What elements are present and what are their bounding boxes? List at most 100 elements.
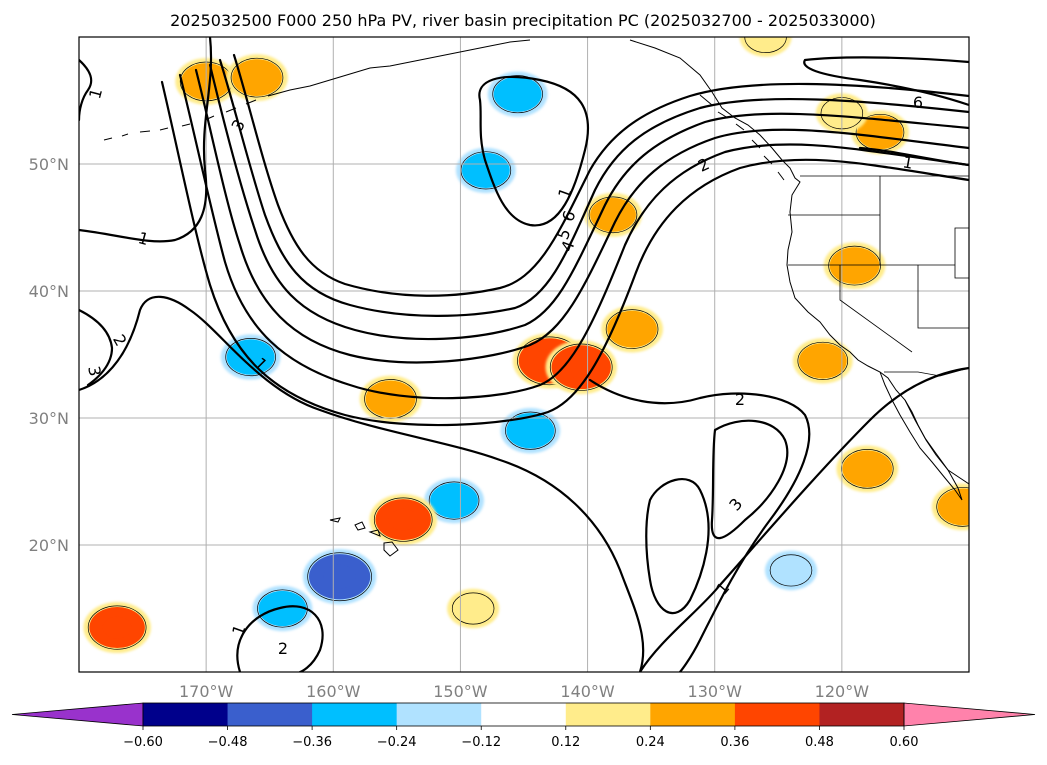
precip-pc-outline — [549, 343, 613, 391]
precip-pc-outline — [505, 411, 556, 450]
precip-pc-core — [323, 564, 356, 589]
precip-pc-area — [461, 152, 510, 188]
graticule — [79, 37, 969, 672]
colorbar-segment — [565, 703, 651, 726]
precip-pc-area — [607, 310, 657, 348]
colorbar-segment — [143, 703, 229, 726]
precip-pc-area — [857, 115, 903, 150]
pv-contour-1-ne — [858, 146, 969, 167]
precip-pc-outline — [769, 554, 813, 587]
pv-contour-2-east — [588, 378, 811, 672]
north-america-coastline — [629, 39, 969, 485]
pv-contour-low-center — [478, 75, 590, 227]
precip-pc-outline — [373, 497, 433, 542]
colorbar-tick-label: −0.48 — [208, 735, 248, 750]
pv-contour-3 — [232, 53, 969, 297]
precip-pc-area — [745, 37, 786, 52]
colorbar-segment — [481, 703, 567, 726]
aleutian-islands — [103, 99, 257, 141]
precip-pc-outline — [797, 341, 849, 380]
lat-tick-label: 40°N — [29, 282, 69, 301]
lon-tick-label: 140°W — [560, 682, 615, 701]
colorbar-frame — [142, 702, 905, 727]
hawaiian-islands — [329, 517, 399, 557]
precip-pc-area — [937, 488, 969, 526]
pv-contour-1 — [178, 73, 969, 400]
contour-label-1: 1 — [85, 86, 106, 101]
precip-pc-area — [829, 247, 880, 284]
precip-pc-outline — [936, 487, 969, 527]
precip-pc-core — [102, 616, 132, 639]
colorbar-tick-label: 0.60 — [890, 735, 919, 750]
precip-pc-area — [770, 555, 812, 586]
axis-tick-labels: 170°W 160°W 150°W 140°W 130°W 120°W 20°N 30°N 40… — [29, 155, 870, 701]
colorbar-tick-label: 0.12 — [551, 735, 580, 750]
precip-pc-outline — [492, 75, 543, 114]
pv-contour-3-east — [710, 419, 789, 540]
colorbar-segment — [312, 703, 398, 726]
chart-title: 2025032500 F000 250 hPa PV, river basin … — [170, 11, 876, 30]
pv-contours — [79, 37, 969, 672]
colorbar-segment — [819, 703, 905, 726]
colorbar-tick-label: 0.48 — [805, 735, 834, 750]
lat-tick-label: 50°N — [29, 155, 69, 174]
pv-contour-2-se — [645, 478, 710, 615]
pv-contour-1-south — [79, 295, 645, 672]
precip-pc-area — [506, 413, 555, 449]
colorbar-tick-label: −0.60 — [123, 735, 163, 750]
pv-contour-2 — [208, 63, 969, 341]
precip-pc-outline — [225, 338, 276, 377]
lon-tick-label: 170°W — [179, 682, 234, 701]
lon-tick-label: 160°W — [306, 682, 361, 701]
pv-contour-2-sw — [236, 605, 324, 672]
colorbar-segment — [396, 703, 482, 726]
precip-pc-outline — [451, 592, 495, 625]
precip-pc-outline — [588, 196, 638, 234]
precip-pc-area — [842, 450, 893, 488]
colorbar-tick-label: −0.12 — [461, 735, 501, 750]
precip-pc-outline — [230, 57, 284, 98]
precip-pc-area — [226, 339, 275, 375]
precip-pc-outline — [87, 605, 147, 650]
pv-contour-1-west — [79, 37, 213, 243]
pv-contour-1b — [160, 80, 969, 427]
precip-pc-outline — [460, 151, 512, 190]
map-frame — [78, 36, 970, 673]
colorbar-segment — [650, 703, 736, 726]
colorbar: −0.60 −0.48 −0.36 −0.24 −0.12 0.12 0.24 0.36 0.4… — [11, 702, 1036, 750]
colorbar-segment — [227, 703, 313, 726]
pv-contour-6-ne — [803, 56, 969, 107]
precip-pc-shading — [83, 37, 969, 654]
pv-contour-1-nw — [79, 58, 93, 122]
pv-contour-1-se — [638, 366, 969, 672]
alaska-peninsula-coastline — [267, 39, 531, 97]
precip-pc-outline — [744, 37, 787, 54]
baja-california-coastline — [879, 371, 963, 501]
lon-tick-label: 130°W — [688, 682, 743, 701]
contour-label-2: 2 — [735, 390, 745, 409]
state-borders — [788, 176, 969, 377]
precip-pc-area — [493, 76, 542, 112]
precip-pc-area — [798, 343, 847, 379]
precip-pc-core — [388, 508, 418, 531]
precip-pc-area — [232, 59, 282, 96]
colorbar-tick-label: 0.36 — [720, 735, 749, 750]
lat-tick-label: 20°N — [29, 536, 69, 555]
pv-contour-2-west — [79, 308, 114, 387]
precip-pc-area — [365, 380, 416, 418]
precip-pc-area — [453, 593, 494, 624]
pv-contour-3b — [218, 58, 969, 317]
precip-pc-outline — [828, 245, 881, 286]
precip-pc-area — [430, 482, 478, 519]
colorbar-segment — [734, 703, 820, 726]
contour-label-1: 1 — [136, 228, 151, 249]
contour-label-2: 2 — [278, 639, 288, 658]
lon-tick-label: 150°W — [433, 682, 488, 701]
alexander-archipelago — [699, 94, 785, 181]
colorbar-extend-low — [11, 702, 144, 727]
contour-label-3: 3 — [84, 364, 104, 377]
colorbar-extend-high — [903, 702, 1036, 727]
precip-pc-outline — [307, 552, 372, 602]
colorbar-tick-label: −0.36 — [292, 735, 332, 750]
